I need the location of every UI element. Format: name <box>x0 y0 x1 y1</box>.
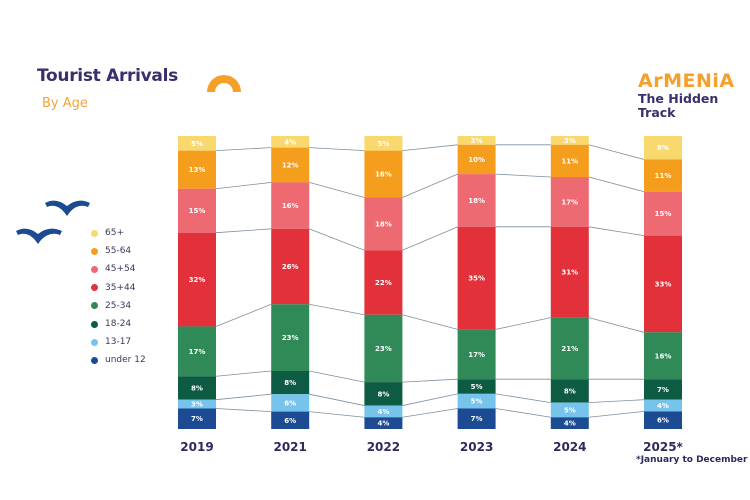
connector-line <box>402 227 457 250</box>
data-label: 21% <box>561 345 578 353</box>
data-label: 5% <box>564 406 576 414</box>
data-label: 22% <box>375 279 392 287</box>
data-label: 26% <box>282 263 299 271</box>
data-label: 18% <box>468 197 485 205</box>
data-label: 5% <box>191 140 203 148</box>
connector-line <box>402 315 457 330</box>
data-label: 31% <box>561 269 578 277</box>
data-label: 4% <box>377 408 389 416</box>
data-label: 3% <box>471 137 483 145</box>
connector-line <box>309 229 364 250</box>
data-label: 12% <box>282 162 299 170</box>
data-label: 7% <box>471 415 483 423</box>
x-tick-label: 2022 <box>367 440 400 454</box>
x-tick-label: 2024 <box>553 440 586 454</box>
connector-line <box>309 304 364 314</box>
data-label: 8% <box>284 379 296 387</box>
connector-line <box>496 394 551 403</box>
data-label: 8% <box>564 387 576 395</box>
bird-icon <box>16 229 62 244</box>
data-label: 33% <box>655 280 672 288</box>
bird-icon <box>45 201 90 216</box>
connector-line <box>402 174 457 197</box>
connector-line <box>216 371 271 376</box>
data-label: 4% <box>377 420 389 428</box>
x-tick-label: 2025* <box>643 440 683 454</box>
connector-line <box>589 411 644 417</box>
data-label: 17% <box>468 351 485 359</box>
data-label: 8% <box>657 144 669 152</box>
connector-line <box>589 318 644 333</box>
connector-line <box>496 174 551 177</box>
connector-line <box>216 408 271 411</box>
data-label: 13% <box>189 166 206 174</box>
connector-line <box>496 318 551 330</box>
data-label: 23% <box>282 334 299 342</box>
data-label: 5% <box>471 383 483 391</box>
chart-svg: 5% 13% 15% 32% 17% 8% 3% 7% 4% 12% 16% 26% 23% 8% 6% 6%… <box>0 0 750 500</box>
connector-line <box>589 400 644 403</box>
data-label: 16% <box>282 202 299 210</box>
data-label: 18% <box>375 220 392 228</box>
data-label: 7% <box>657 386 669 394</box>
x-tick-label: 2019 <box>180 440 213 454</box>
connector-line <box>309 371 364 382</box>
connector-line <box>309 182 364 197</box>
connector-line <box>402 145 457 151</box>
data-label: 7% <box>191 415 203 423</box>
data-label: 8% <box>377 390 389 398</box>
connector-line <box>589 145 644 160</box>
data-label: 11% <box>655 172 672 180</box>
data-label: 17% <box>561 198 578 206</box>
connector-line <box>216 394 271 400</box>
data-label: 10% <box>468 156 485 164</box>
x-tick-label: 2021 <box>273 440 306 454</box>
data-label: 6% <box>284 417 296 425</box>
connector-line <box>216 304 271 326</box>
connector-line <box>309 148 364 151</box>
data-label: 6% <box>657 417 669 425</box>
year-labels: 2019 2021 2022 2023 2024 2025* <box>180 440 683 454</box>
data-label: 23% <box>375 345 392 353</box>
connector-line <box>496 408 551 417</box>
data-label: 32% <box>189 276 206 284</box>
data-label: 15% <box>189 207 206 215</box>
sun-arc-icon <box>207 75 241 92</box>
data-label: 15% <box>655 210 672 218</box>
connector-line <box>216 229 271 233</box>
data-label: 4% <box>564 420 576 428</box>
bars: 5% 13% 15% 32% 17% 8% 3% 7% 4% 12% 16% 26% 23% 8% 6% 6%… <box>178 136 682 429</box>
connector-line <box>589 177 644 192</box>
connector-line <box>402 408 457 417</box>
data-label: 16% <box>375 171 392 179</box>
connector-line <box>216 182 271 188</box>
data-label: 3% <box>191 401 203 409</box>
data-label: 3% <box>564 137 576 145</box>
connector-line <box>402 394 457 406</box>
data-label: 6% <box>284 399 296 407</box>
data-label: 4% <box>657 402 669 410</box>
connector-line <box>309 412 364 418</box>
data-label: 5% <box>377 140 389 148</box>
connector-line <box>309 394 364 405</box>
data-label: 8% <box>191 384 203 392</box>
x-tick-label: 2023 <box>460 440 493 454</box>
connector-line <box>589 227 644 236</box>
connector-line <box>216 148 271 151</box>
data-label: 11% <box>561 157 578 165</box>
data-label: 5% <box>471 398 483 406</box>
data-label: 16% <box>655 352 672 360</box>
data-label: 35% <box>468 275 485 283</box>
connector-line <box>402 379 457 382</box>
data-label: 17% <box>189 348 206 356</box>
data-label: 4% <box>284 138 296 146</box>
